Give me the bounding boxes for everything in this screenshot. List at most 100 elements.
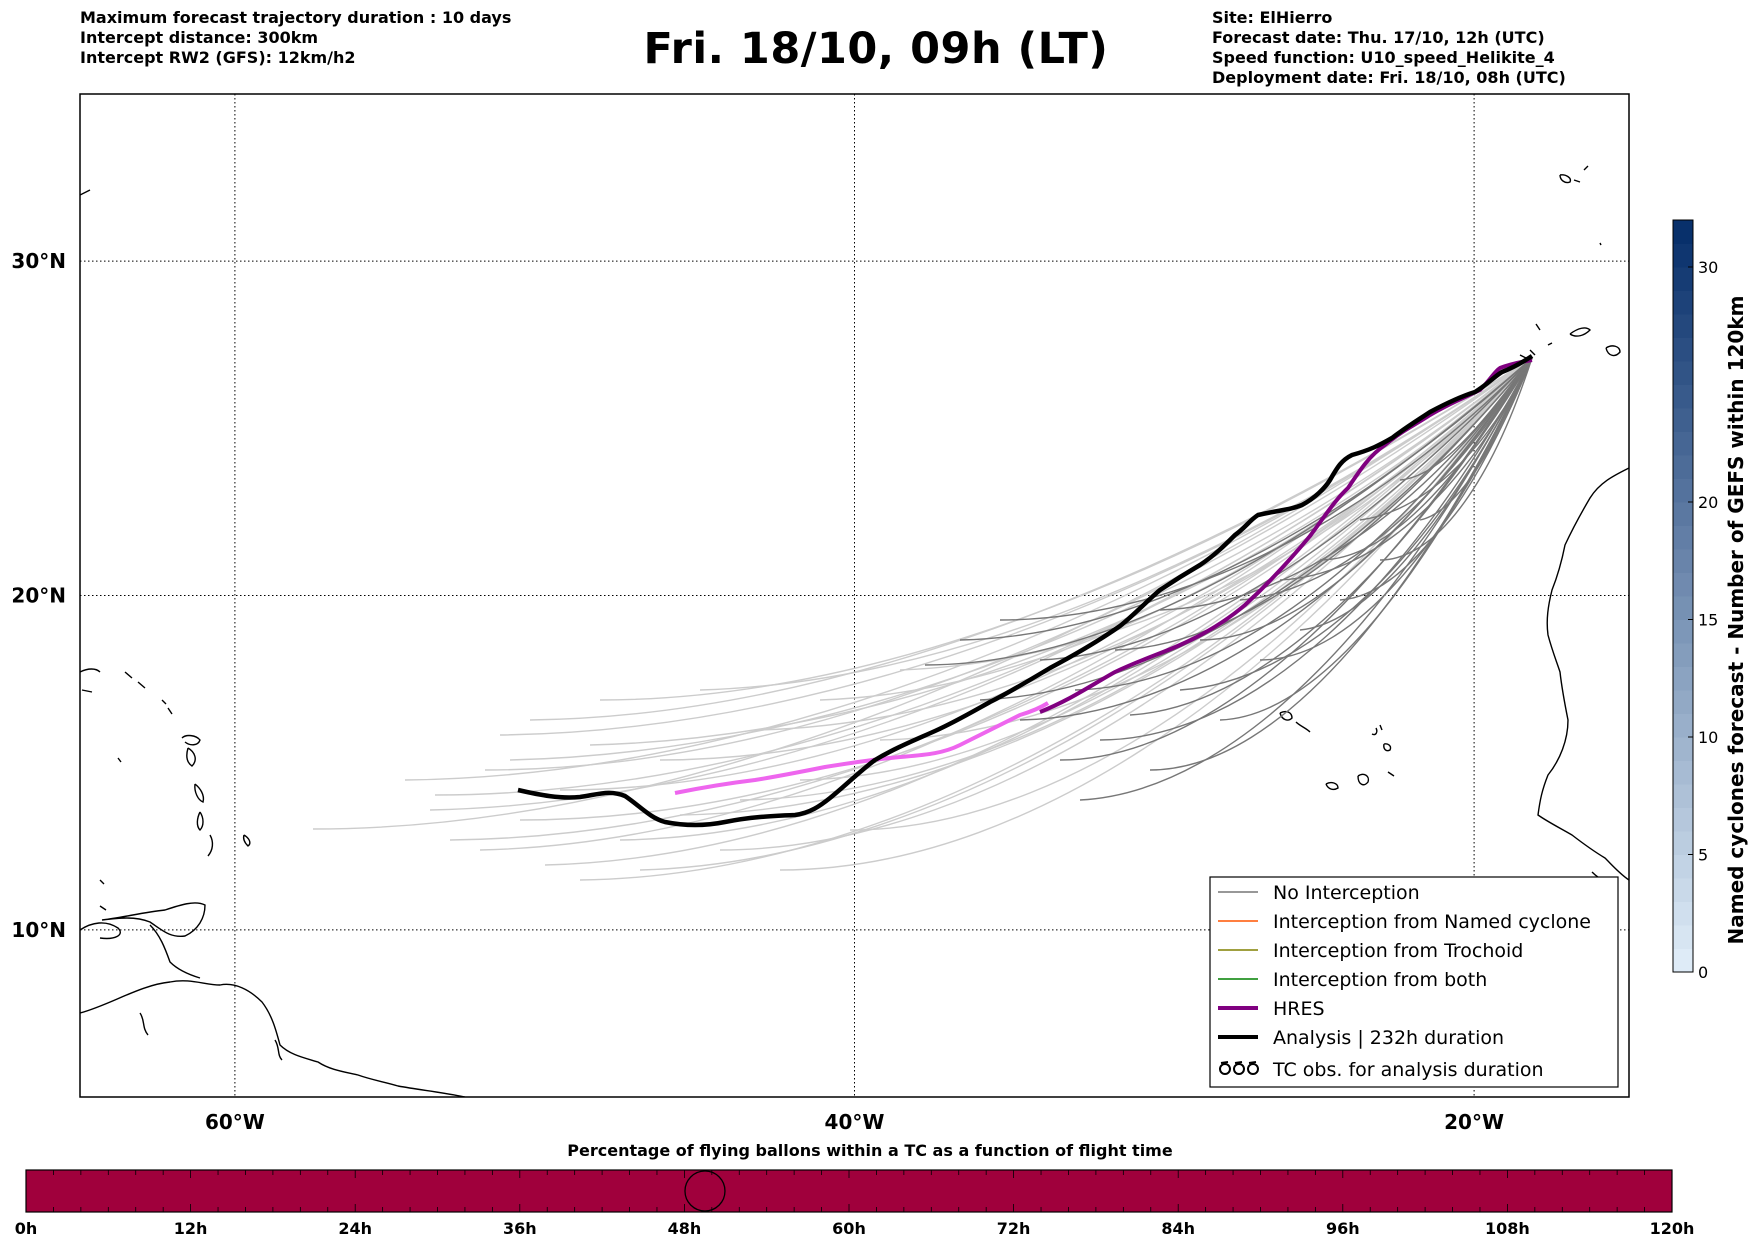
colorbar-segment xyxy=(1673,502,1693,526)
ensemble-trajectory xyxy=(312,357,1533,830)
colorbar-segment xyxy=(1673,549,1693,573)
lon-tick-label: 60°W xyxy=(205,1110,265,1134)
coastlines xyxy=(80,165,1629,1097)
colorbar-tick-label: 15 xyxy=(1698,611,1718,630)
colorbar-segment xyxy=(1673,807,1693,832)
lon-tick-label: 20°W xyxy=(1444,1110,1504,1134)
ensemble-trajectory xyxy=(544,357,1533,866)
colorbar-tick-label: 0 xyxy=(1698,963,1708,982)
ensemble-trajectory xyxy=(559,357,1533,791)
lat-tick-label: 30°N xyxy=(11,249,66,273)
colorbar-segment xyxy=(1673,455,1693,479)
forecast-parameters: Maximum forecast trajectory duration : 1… xyxy=(80,8,511,68)
speed-function-text: Speed function: U10_speed_Helikite_4 xyxy=(1212,48,1555,67)
timeline-label: 108h xyxy=(1485,1219,1530,1238)
ensemble-trajectory xyxy=(404,357,1533,781)
timeline-label: 36h xyxy=(503,1219,537,1238)
legend-label-named-cyclone: Interception from Named cyclone xyxy=(1273,911,1591,933)
colorbar-label: Named cyclones forecast - Number of GEFS… xyxy=(1724,296,1748,945)
map-grid xyxy=(80,94,1629,1097)
ensemble-trajectory xyxy=(1074,357,1533,691)
lat-tick-label: 10°N xyxy=(11,918,66,942)
colorbar-tick-label: 20 xyxy=(1698,493,1718,512)
colorbar-tick-label: 10 xyxy=(1698,728,1718,747)
ensemble-trajectory xyxy=(1379,357,1533,561)
legend-label-hres: HRES xyxy=(1273,998,1325,1020)
timeline-label: 120h xyxy=(1650,1219,1695,1238)
colorbar-segment xyxy=(1673,337,1693,362)
ensemble-trajectory xyxy=(1059,357,1533,761)
site-info: Site: ElHierro Forecast date: Thu. 17/10… xyxy=(1212,8,1566,88)
hres-trajectory-late xyxy=(674,701,1050,795)
ensemble-trajectory xyxy=(999,357,1533,621)
axis-tick-labels: 60°W 40°W 20°W 30°N 20°N 10°N xyxy=(11,249,1504,1134)
ensemble-trajectory xyxy=(579,357,1533,881)
colorbar-segment xyxy=(1673,690,1693,714)
legend-label-tc-obs: TC obs. for analysis duration xyxy=(1272,1059,1544,1081)
colorbar-segment xyxy=(1673,925,1693,949)
colorbar-segment xyxy=(1673,760,1693,785)
ensemble-trajectory xyxy=(849,357,1533,831)
colorbar-segment xyxy=(1673,243,1693,268)
max-duration-text: Maximum forecast trajectory duration : 1… xyxy=(80,8,512,27)
colorbar-tick-label: 30 xyxy=(1698,258,1718,277)
legend-label-analysis: Analysis | 232h duration xyxy=(1273,1027,1504,1049)
timeline-label: 84h xyxy=(1161,1219,1195,1238)
ensemble-trajectory xyxy=(449,357,1533,841)
ensemble-trajectory xyxy=(484,357,1533,771)
faded-trajectories xyxy=(312,357,1533,881)
timeline-label: 60h xyxy=(832,1219,866,1238)
ensemble-trajectory xyxy=(434,357,1533,796)
ensemble-trajectory xyxy=(1259,357,1533,661)
ensemble-trajectory xyxy=(479,357,1533,851)
colorbar-tick-label: 5 xyxy=(1698,846,1708,865)
ensemble-trajectory xyxy=(1219,357,1533,721)
ensemble-trajectory xyxy=(1149,357,1533,771)
timeline-label: 24h xyxy=(338,1219,372,1238)
ensemble-trajectory xyxy=(1399,357,1533,481)
colorbar-segment xyxy=(1673,643,1693,667)
legend-label-trochoid: Interception from Trochoid xyxy=(1273,940,1523,962)
timeline-title: Percentage of flying ballons within a TC… xyxy=(567,1141,1173,1160)
ensemble-trajectory xyxy=(1099,357,1533,741)
colorbar-segment xyxy=(1673,737,1693,761)
timeline-label: 72h xyxy=(997,1219,1031,1238)
no-interception-trajectories xyxy=(924,357,1533,801)
ensemble-trajectory xyxy=(959,357,1533,641)
colorbar-segment xyxy=(1673,713,1693,738)
colorbar-segment xyxy=(1673,596,1693,620)
timeline-current-marker xyxy=(684,1170,726,1212)
ensemble-trajectory xyxy=(1159,357,1533,611)
lon-tick-label: 40°W xyxy=(825,1110,885,1134)
colorbar-segment xyxy=(1673,384,1693,409)
colorbar-segment xyxy=(1673,431,1693,456)
colorbar-segment xyxy=(1673,314,1693,338)
colorbar-segment xyxy=(1673,619,1693,644)
colorbar-segment xyxy=(1673,666,1693,691)
timeline-label: 96h xyxy=(1326,1219,1360,1238)
colorbar-segment xyxy=(1673,290,1693,315)
ensemble-trajectory xyxy=(879,357,1533,741)
analysis-trajectory xyxy=(517,354,1534,828)
colorbar-segment xyxy=(1673,854,1693,879)
ensemble-trajectory xyxy=(1419,357,1533,521)
ensemble-trajectory xyxy=(1359,357,1533,521)
colorbar-segment xyxy=(1673,220,1693,244)
ensemble-trajectory xyxy=(1239,357,1533,601)
tc-symbol-icon xyxy=(1219,1061,1259,1075)
deployment-date-text: Deployment date: Fri. 18/10, 08h (UTC) xyxy=(1212,68,1566,87)
site-text: Site: ElHierro xyxy=(1212,8,1333,27)
colorbar-segment xyxy=(1673,478,1693,503)
legend-label-both: Interception from both xyxy=(1273,969,1487,991)
lat-tick-label: 20°N xyxy=(11,584,66,608)
colorbar: 0 5 10 15 20 30 xyxy=(1672,219,1718,982)
ensemble-trajectory xyxy=(619,357,1533,841)
legend-label-no-interception: No Interception xyxy=(1273,882,1420,904)
ensemble-trajectory xyxy=(599,357,1533,701)
colorbar-segment xyxy=(1673,408,1693,432)
ensemble-trajectory xyxy=(1299,357,1533,631)
colorbar-segment xyxy=(1673,572,1693,597)
colorbar-segment xyxy=(1673,361,1693,385)
timeline-label: 0h xyxy=(15,1219,38,1238)
